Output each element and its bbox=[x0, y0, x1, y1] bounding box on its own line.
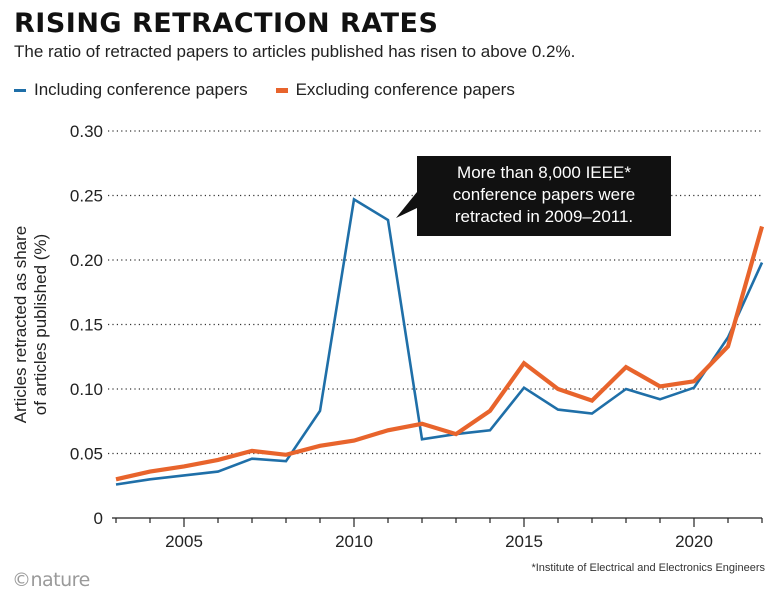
x-tick-label-2015: 2015 bbox=[505, 532, 543, 551]
nature-logo: ©nature bbox=[12, 569, 90, 591]
y-tick-label-0.05: 0.05 bbox=[70, 445, 103, 464]
legend-label-excluding: Excluding conference papers bbox=[295, 80, 515, 99]
y-axis-label-line1: Articles retracted as share bbox=[11, 226, 30, 423]
y-tick-label-0: 0 bbox=[94, 509, 103, 528]
x-tick-label-2010: 2010 bbox=[335, 532, 373, 551]
y-axis-label-line2: of articles published (%) bbox=[31, 234, 50, 415]
legend-swatch-including bbox=[14, 88, 26, 92]
annotation-text-line-3: retracted in 2009–2011. bbox=[455, 207, 633, 226]
legend-item-including: Including conference papers bbox=[14, 80, 248, 100]
annotation-pointer bbox=[396, 192, 417, 219]
y-tick-label-0.15: 0.15 bbox=[70, 316, 103, 335]
series-line-including bbox=[115, 197, 764, 486]
y-tick-label-0.25: 0.25 bbox=[70, 187, 103, 206]
legend-item-excluding: Excluding conference papers bbox=[275, 80, 515, 100]
y-tick-label-0.10: 0.10 bbox=[70, 380, 103, 399]
chart-title: RISING RETRACTION RATES bbox=[14, 8, 439, 39]
annotation-text-line-1: More than 8,000 IEEE* bbox=[457, 163, 631, 182]
chart-subtitle: The ratio of retracted papers to article… bbox=[14, 42, 576, 61]
legend: Including conference papers Excluding co… bbox=[14, 80, 515, 100]
y-tick-label-0.20: 0.20 bbox=[70, 251, 103, 270]
footnote: *Institute of Electrical and Electronics… bbox=[531, 562, 765, 574]
y-axis-label: Articles retracted as share of articles p… bbox=[11, 226, 50, 423]
legend-label-including: Including conference papers bbox=[34, 80, 248, 99]
series-line-excluding bbox=[115, 225, 765, 482]
x-tick-label-2020: 2020 bbox=[675, 532, 713, 551]
y-tick-label-0.30: 0.30 bbox=[70, 122, 103, 141]
annotation-box bbox=[417, 156, 671, 236]
legend-swatch-excluding bbox=[275, 87, 288, 93]
x-tick-label-2005: 2005 bbox=[165, 532, 203, 551]
annotation-text-line-2: conference papers were bbox=[453, 185, 635, 204]
